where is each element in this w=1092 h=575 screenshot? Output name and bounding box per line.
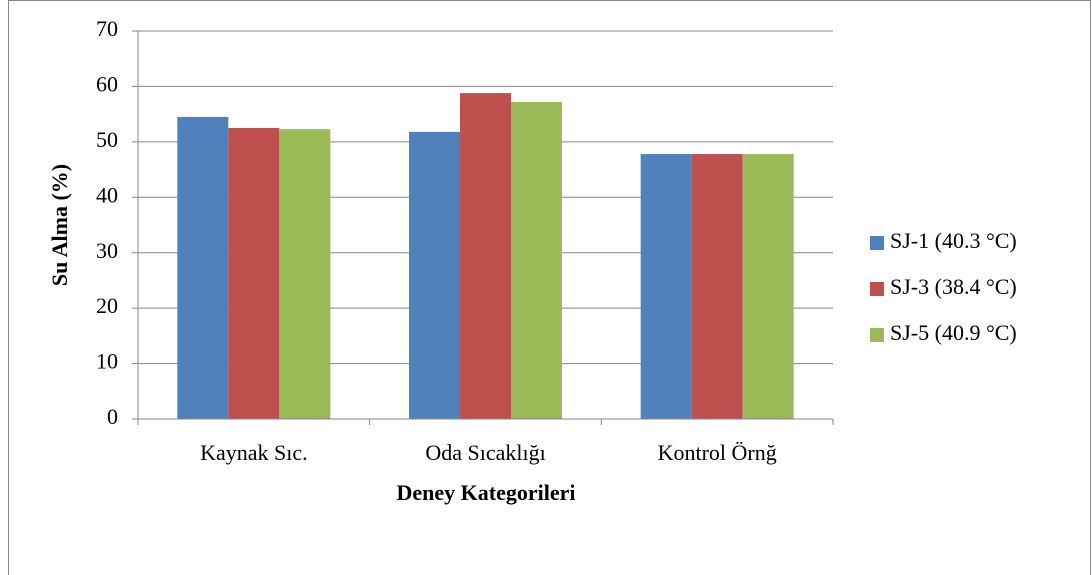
bar bbox=[691, 154, 743, 419]
legend-swatch bbox=[870, 236, 884, 250]
legend-swatch bbox=[870, 328, 884, 342]
chart-frame bbox=[8, 0, 1091, 575]
x-tick-label: Oda Sıcaklığı bbox=[425, 440, 545, 465]
legend-label: SJ-1 (40.3 °C) bbox=[890, 228, 1017, 253]
x-tick-label: Kontrol Örnğ bbox=[658, 440, 777, 465]
y-tick-label: 50 bbox=[96, 127, 118, 152]
bar bbox=[640, 154, 692, 419]
y-tick-label: 30 bbox=[96, 238, 118, 263]
y-tick-label: 60 bbox=[96, 71, 118, 96]
bar bbox=[177, 116, 229, 420]
bar bbox=[742, 154, 794, 419]
bar bbox=[279, 129, 331, 419]
bar bbox=[228, 128, 280, 419]
y-tick-label: 40 bbox=[96, 182, 118, 207]
y-axis-label: Su Alma (%) bbox=[47, 164, 72, 286]
y-tick-label: 10 bbox=[96, 349, 118, 374]
x-axis-label: Deney Kategorileri bbox=[397, 480, 576, 505]
bar bbox=[511, 101, 562, 419]
y-tick-label: 20 bbox=[96, 293, 118, 318]
y-tick-label: 0 bbox=[107, 404, 118, 429]
x-tick-label: Kaynak Sıc. bbox=[200, 440, 308, 465]
bar bbox=[460, 93, 511, 419]
bar bbox=[409, 131, 460, 419]
legend-label: SJ-3 (38.4 °C) bbox=[890, 274, 1017, 299]
legend-label: SJ-5 (40.9 °C) bbox=[890, 320, 1017, 345]
legend-swatch bbox=[870, 282, 884, 296]
y-tick-label: 70 bbox=[96, 16, 118, 41]
